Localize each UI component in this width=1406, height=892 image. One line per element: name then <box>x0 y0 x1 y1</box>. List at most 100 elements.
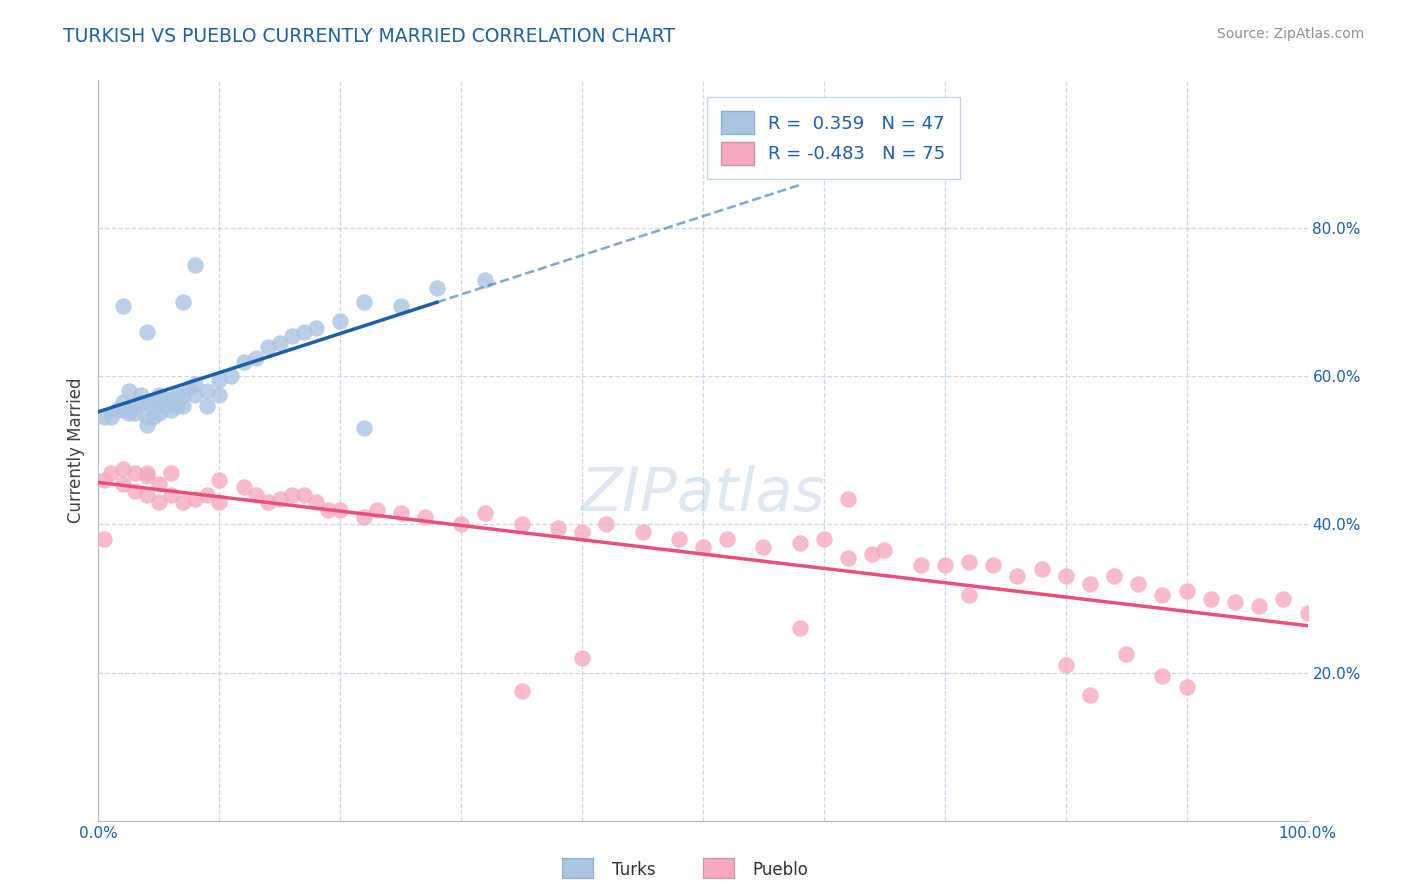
Point <box>752 540 775 554</box>
Point <box>789 536 811 550</box>
Point <box>195 399 218 413</box>
Point <box>595 517 617 532</box>
Point <box>329 314 352 328</box>
Point <box>1249 599 1271 613</box>
Point <box>160 402 183 417</box>
Point <box>118 407 141 421</box>
Point <box>135 488 157 502</box>
Point <box>837 491 859 506</box>
Point <box>1115 647 1137 661</box>
Point <box>1007 569 1029 583</box>
Point <box>160 392 183 406</box>
Point <box>366 502 388 516</box>
Point <box>153 392 176 406</box>
Point <box>269 491 291 506</box>
Point <box>1199 591 1222 606</box>
Text: ZIPatlas: ZIPatlas <box>581 466 825 524</box>
Point <box>135 325 157 339</box>
Point <box>292 488 315 502</box>
Point <box>281 488 304 502</box>
Point <box>142 410 165 425</box>
Point <box>124 399 146 413</box>
Point <box>1272 591 1295 606</box>
Point <box>208 495 231 509</box>
Point <box>934 558 956 573</box>
Point <box>329 502 352 516</box>
Point <box>389 299 412 313</box>
Point <box>129 388 152 402</box>
Point <box>474 273 496 287</box>
Point <box>981 558 1004 573</box>
Point <box>111 476 134 491</box>
Point <box>316 502 339 516</box>
Point <box>118 384 141 399</box>
Point <box>1102 569 1125 583</box>
Point <box>245 488 267 502</box>
Point <box>837 550 859 565</box>
Text: TURKISH VS PUEBLO CURRENTLY MARRIED CORRELATION CHART: TURKISH VS PUEBLO CURRENTLY MARRIED CORR… <box>63 27 675 45</box>
Point <box>208 473 231 487</box>
Point <box>93 473 115 487</box>
Point <box>353 295 375 310</box>
Point <box>305 495 328 509</box>
Point <box>232 480 254 494</box>
Point <box>93 533 115 547</box>
Point <box>208 373 231 387</box>
Point <box>124 466 146 480</box>
Point <box>208 388 231 402</box>
Point <box>571 524 593 539</box>
Point <box>692 540 714 554</box>
Point <box>111 299 134 313</box>
Point <box>426 280 449 294</box>
Point <box>910 558 932 573</box>
Point <box>1296 607 1319 621</box>
Point <box>305 321 328 335</box>
Point <box>129 395 152 409</box>
Point <box>668 533 690 547</box>
Point <box>1078 688 1101 702</box>
Point <box>221 369 243 384</box>
Point <box>124 407 146 421</box>
Point <box>148 388 170 402</box>
Point <box>148 495 170 509</box>
Point <box>631 524 654 539</box>
Point <box>179 380 201 394</box>
Point <box>172 399 194 413</box>
Point <box>1078 576 1101 591</box>
Point <box>1223 595 1246 609</box>
Point <box>281 328 304 343</box>
Point <box>148 476 170 491</box>
Point <box>184 388 207 402</box>
Point <box>1128 576 1150 591</box>
Point <box>195 384 218 399</box>
Point <box>135 395 157 409</box>
Point <box>166 388 188 402</box>
Point <box>245 351 267 365</box>
Point <box>124 484 146 499</box>
Point <box>1152 588 1174 602</box>
Text: Pueblo: Pueblo <box>752 861 808 879</box>
Point <box>166 399 188 413</box>
Point <box>510 684 533 698</box>
Point <box>111 402 134 417</box>
Point <box>135 417 157 432</box>
Point <box>1175 584 1198 599</box>
Point <box>135 466 157 480</box>
Point <box>100 410 122 425</box>
Point <box>873 543 896 558</box>
Point <box>172 295 194 310</box>
Point <box>148 407 170 421</box>
Point <box>957 588 980 602</box>
Point <box>353 510 375 524</box>
Point <box>450 517 472 532</box>
Point <box>269 336 291 351</box>
Point <box>547 521 569 535</box>
Point <box>111 395 134 409</box>
Text: Source: ZipAtlas.com: Source: ZipAtlas.com <box>1216 27 1364 41</box>
Point <box>184 491 207 506</box>
Point <box>135 410 157 425</box>
Point <box>142 395 165 409</box>
Point <box>172 495 194 509</box>
Point <box>353 421 375 435</box>
Text: Turks: Turks <box>612 861 655 879</box>
